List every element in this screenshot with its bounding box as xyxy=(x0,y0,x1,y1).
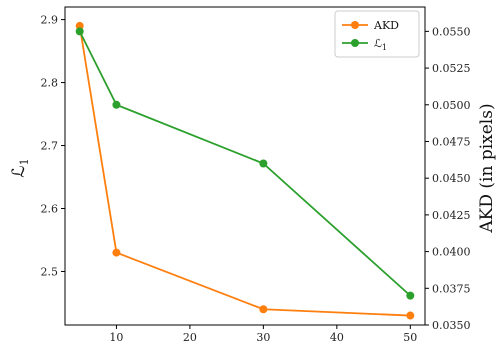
legend: AKD ℒ1 xyxy=(334,10,420,58)
x-tick-label: 30 xyxy=(256,331,270,344)
left-tick-label: 2.9 xyxy=(41,14,59,27)
data-point-akd xyxy=(75,21,84,30)
data-point-akd xyxy=(112,248,121,257)
left-tick-label: 2.7 xyxy=(41,140,59,153)
data-point-akd xyxy=(406,311,415,320)
legend-akd-marker xyxy=(351,21,359,29)
legend-l1-label: ℒ1 xyxy=(374,37,387,52)
right-tick-label: 0.0450 xyxy=(432,172,471,185)
series-layer xyxy=(75,21,415,320)
right-tick-label: 0.0475 xyxy=(432,135,471,148)
x-tick-label: 10 xyxy=(109,331,123,344)
left-tick-label: 2.5 xyxy=(41,265,59,278)
x-tick-label: 50 xyxy=(403,331,417,344)
legend-box xyxy=(334,10,420,58)
legend-akd-label: AKD xyxy=(373,19,399,32)
left-axis-label-sub: 1 xyxy=(18,158,31,165)
right-tick-label: 0.0550 xyxy=(432,25,471,38)
left-axis-ticks: 2.5 2.6 2.7 2.8 2.9 xyxy=(41,14,65,278)
right-tick-label: 0.0350 xyxy=(432,319,471,332)
plot-frame xyxy=(64,6,426,326)
x-tick-label: 40 xyxy=(330,331,344,344)
right-tick-label: 0.0425 xyxy=(432,209,471,222)
right-tick-label: 0.0400 xyxy=(432,246,471,259)
left-axis-label-main: ℒ xyxy=(9,165,29,177)
legend-l1-label-main: ℒ xyxy=(374,37,382,50)
data-point-l1 xyxy=(75,27,84,36)
data-point-l1 xyxy=(259,159,268,168)
left-axis-label: ℒ1 xyxy=(9,158,31,177)
right-tick-label: 0.0525 xyxy=(432,62,471,75)
x-axis-ticks: 10 20 30 40 50 xyxy=(109,325,417,344)
right-axis-ticks: 0.0350 0.0375 0.0400 0.0425 0.0450 0.0475 0.05… xyxy=(425,25,471,332)
left-tick-label: 2.6 xyxy=(41,203,59,216)
right-axis-label: AKD (in pixels) xyxy=(477,103,497,233)
data-point-l1 xyxy=(112,100,121,109)
legend-l1-label-sub: 1 xyxy=(382,43,387,52)
legend-l1-marker xyxy=(351,39,359,47)
x-tick-label: 20 xyxy=(183,331,197,344)
data-point-l1 xyxy=(406,291,415,300)
right-tick-label: 0.0500 xyxy=(432,99,471,112)
right-tick-label: 0.0375 xyxy=(432,282,471,295)
left-tick-label: 2.8 xyxy=(41,77,59,90)
data-point-akd xyxy=(259,305,268,314)
series-line-akd xyxy=(78,25,411,317)
series-line-l1 xyxy=(78,30,411,297)
